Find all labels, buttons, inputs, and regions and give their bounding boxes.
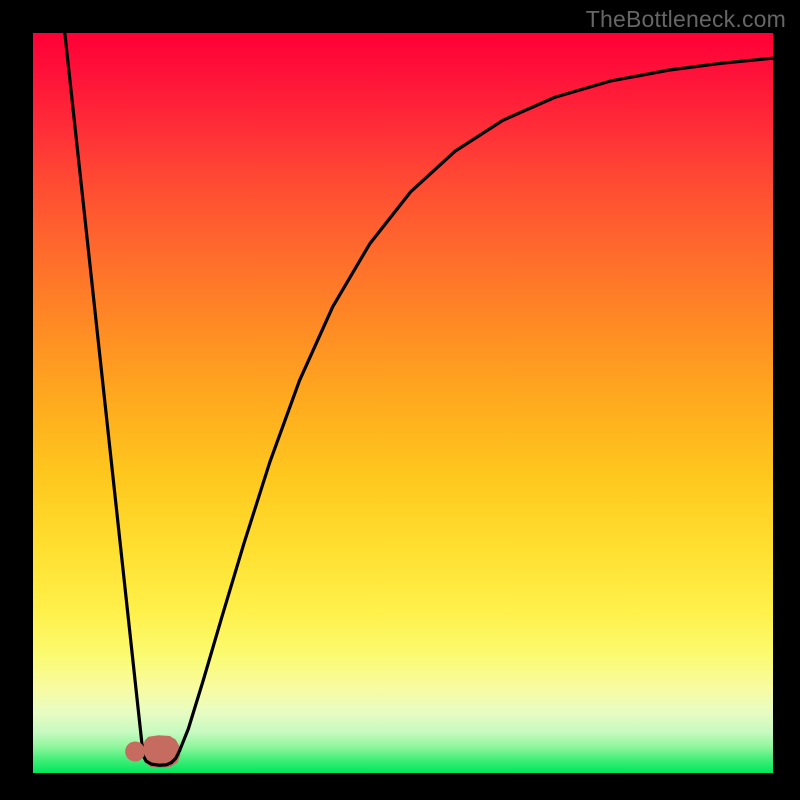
- watermark: TheBottleneck.com: [586, 6, 786, 33]
- left-descent-line: [65, 33, 143, 756]
- valley-marker-left: [125, 742, 145, 762]
- curves-svg: [33, 33, 773, 773]
- chart-container: TheBottleneck.com: [0, 0, 800, 800]
- right-ascent-curve: [180, 58, 773, 751]
- plot-area: [33, 33, 773, 773]
